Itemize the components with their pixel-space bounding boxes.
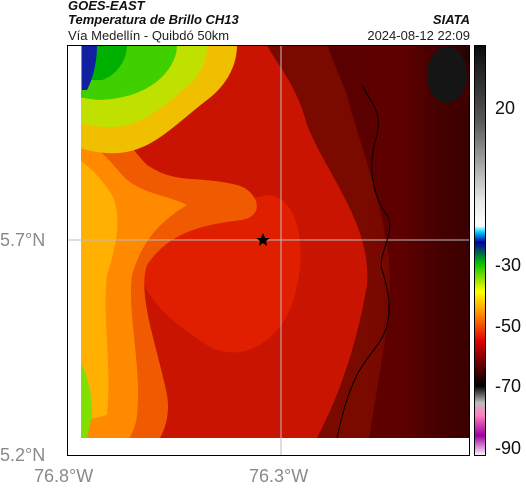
colorbar-tick-20: 20 xyxy=(495,98,516,118)
lon-tick-76-3: 76.3°W xyxy=(249,466,309,486)
satellite-title: GOES-EAST xyxy=(68,0,145,13)
datetime-label: 2024-08-12 22:09 xyxy=(367,28,470,43)
organization-label: SIATA xyxy=(432,12,470,27)
lat-tick-5-7: 5.7°N xyxy=(0,230,46,250)
brightness-temperature-map xyxy=(67,45,470,456)
route-subtitle: Vía Medellín - Quibdó 50km xyxy=(68,28,230,43)
colorbar-tick-minus50: -50 xyxy=(495,316,522,336)
colorbar-tick-minus30: -30 xyxy=(495,255,522,275)
lat-tick-5-2: 5.2°N xyxy=(0,445,46,465)
lon-tick-76-8: 76.8°W xyxy=(34,466,94,486)
product-title: Temperatura de Brillo CH13 xyxy=(68,12,239,27)
colorbar-tick-minus70: -70 xyxy=(495,376,522,396)
colorbar-tick-minus90: -90 xyxy=(495,438,522,458)
location-star-icon xyxy=(256,233,270,246)
colorbar xyxy=(474,45,486,456)
